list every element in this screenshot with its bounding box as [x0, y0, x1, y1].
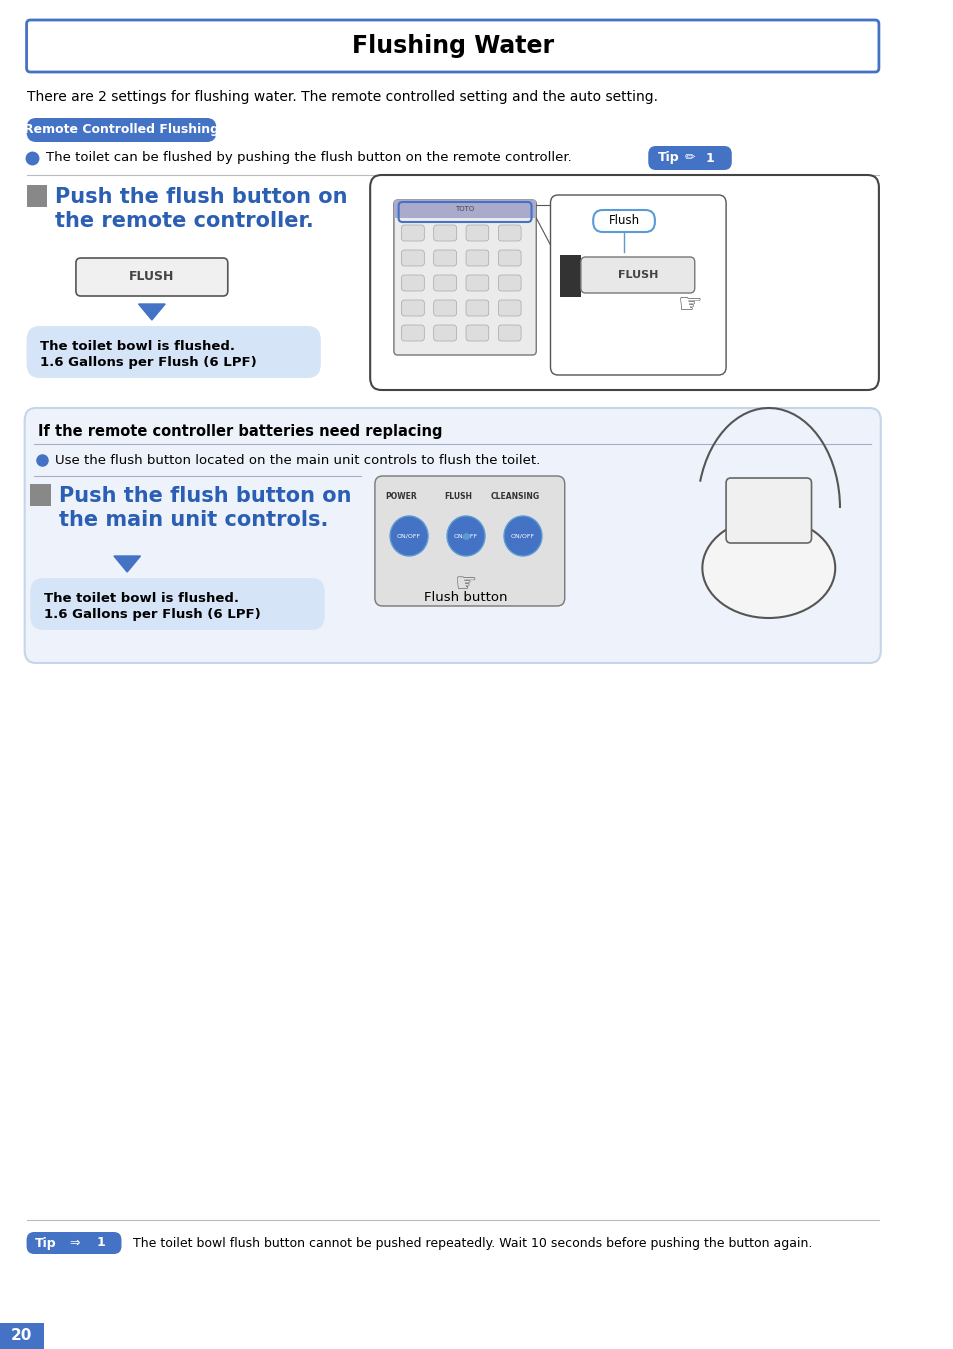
Bar [63, 254, 241, 299]
Text: There are 2 settings for flushing water. The remote controlled setting and the a: There are 2 settings for flushing water.… [27, 90, 657, 104]
Circle shape [390, 517, 428, 556]
FancyBboxPatch shape [401, 275, 424, 291]
FancyBboxPatch shape [497, 275, 520, 291]
Text: Flushing Water: Flushing Water [352, 34, 554, 58]
Text: ON/OFF: ON/OFF [511, 533, 535, 538]
Text: The toilet bowl is flushed.: The toilet bowl is flushed. [40, 340, 234, 353]
Text: FLUSH: FLUSH [444, 492, 472, 500]
FancyBboxPatch shape [401, 325, 424, 341]
Text: Tip: Tip [658, 151, 679, 165]
Text: Tip: Tip [34, 1237, 56, 1249]
Text: 1: 1 [96, 1237, 105, 1249]
Text: 1.6 Gallons per Flush (6 LPF): 1.6 Gallons per Flush (6 LPF) [40, 356, 256, 370]
FancyBboxPatch shape [465, 250, 488, 266]
Text: the remote controller.: the remote controller. [55, 210, 314, 231]
Text: FLUSH: FLUSH [129, 271, 174, 283]
Text: Push the flush button on: Push the flush button on [59, 486, 351, 506]
FancyBboxPatch shape [550, 196, 725, 375]
FancyBboxPatch shape [465, 225, 488, 241]
FancyBboxPatch shape [30, 577, 324, 630]
FancyBboxPatch shape [465, 275, 488, 291]
FancyBboxPatch shape [497, 299, 520, 316]
FancyBboxPatch shape [370, 175, 878, 390]
Text: 1.6 Gallons per Flush (6 LPF): 1.6 Gallons per Flush (6 LPF) [44, 608, 260, 621]
Text: The toilet can be flushed by pushing the flush button on the remote controller.: The toilet can be flushed by pushing the… [46, 151, 571, 165]
Text: Flush button: Flush button [424, 591, 507, 604]
FancyBboxPatch shape [401, 225, 424, 241]
Text: The toilet bowl is flushed.: The toilet bowl is flushed. [44, 592, 238, 604]
Text: 20: 20 [11, 1329, 32, 1344]
FancyBboxPatch shape [27, 326, 320, 378]
FancyBboxPatch shape [497, 325, 520, 341]
Polygon shape [138, 304, 165, 320]
FancyBboxPatch shape [434, 325, 456, 341]
Bar [27, 185, 48, 206]
Text: CLEANSING: CLEANSING [490, 492, 539, 500]
Text: TOTO: TOTO [455, 206, 475, 212]
Text: ON/OFF: ON/OFF [454, 533, 477, 538]
FancyBboxPatch shape [725, 478, 811, 544]
FancyBboxPatch shape [27, 20, 878, 71]
FancyBboxPatch shape [401, 299, 424, 316]
Ellipse shape [701, 518, 835, 618]
Bar [0, 1323, 44, 1349]
Text: the main unit controls.: the main unit controls. [59, 510, 328, 530]
FancyBboxPatch shape [25, 407, 880, 662]
Bar [559, 255, 580, 297]
FancyBboxPatch shape [648, 146, 731, 170]
Circle shape [503, 517, 541, 556]
FancyBboxPatch shape [375, 476, 564, 606]
Text: ON/OFF: ON/OFF [396, 533, 420, 538]
Polygon shape [113, 556, 140, 572]
Text: If the remote controller batteries need replacing: If the remote controller batteries need … [38, 424, 442, 438]
FancyBboxPatch shape [497, 225, 520, 241]
FancyBboxPatch shape [27, 1232, 121, 1255]
Circle shape [447, 517, 484, 556]
Text: 1: 1 [705, 151, 714, 165]
Text: ☞: ☞ [455, 572, 476, 596]
FancyBboxPatch shape [593, 210, 654, 232]
FancyBboxPatch shape [497, 250, 520, 266]
FancyBboxPatch shape [465, 299, 488, 316]
Text: Use the flush button located on the main unit controls to flush the toilet.: Use the flush button located on the main… [55, 453, 539, 467]
Text: FLUSH: FLUSH [617, 270, 658, 281]
Text: ✏: ✏ [684, 151, 695, 165]
Bar [30, 484, 51, 506]
FancyBboxPatch shape [76, 258, 228, 295]
Text: Remote Controlled Flushing: Remote Controlled Flushing [24, 124, 219, 136]
FancyBboxPatch shape [465, 325, 488, 341]
FancyBboxPatch shape [434, 250, 456, 266]
Text: The toilet bowl flush button cannot be pushed repeatedly. Wait 10 seconds before: The toilet bowl flush button cannot be p… [132, 1237, 811, 1249]
Bar [394, 200, 536, 219]
FancyBboxPatch shape [434, 275, 456, 291]
FancyBboxPatch shape [434, 225, 456, 241]
FancyBboxPatch shape [401, 250, 424, 266]
Text: Push the flush button on: Push the flush button on [55, 188, 347, 206]
FancyBboxPatch shape [27, 117, 216, 142]
Text: ☞: ☞ [677, 291, 701, 318]
Text: ⇒: ⇒ [69, 1237, 79, 1249]
FancyBboxPatch shape [580, 258, 694, 293]
Text: POWER: POWER [385, 492, 416, 500]
FancyBboxPatch shape [394, 200, 536, 355]
FancyBboxPatch shape [434, 299, 456, 316]
Text: Flush: Flush [608, 214, 639, 228]
